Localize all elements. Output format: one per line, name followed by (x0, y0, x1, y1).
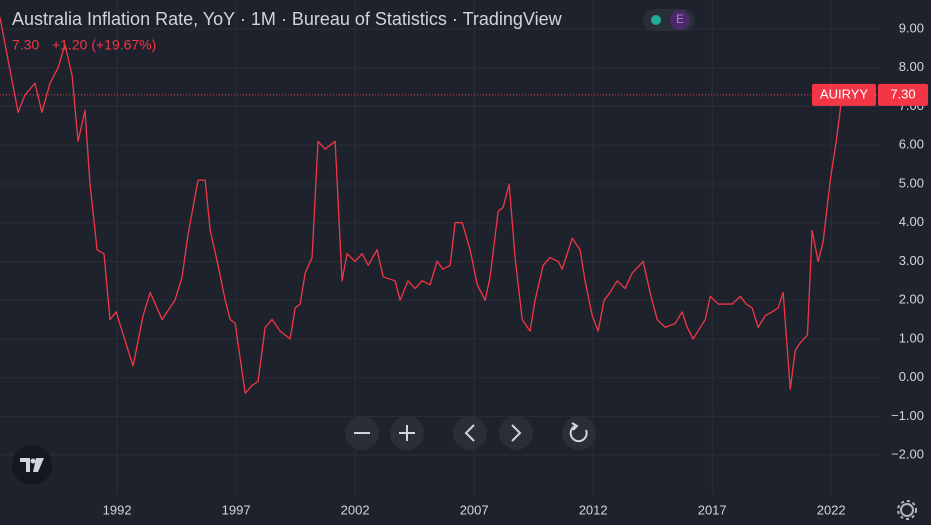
x-tick-label: 2012 (579, 502, 608, 517)
y-tick-label: 8.00 (899, 59, 924, 74)
x-tick-label: 2017 (698, 502, 727, 517)
icon (399, 425, 415, 441)
scroll-right-button[interactable] (499, 416, 533, 450)
y-tick-label: 3.00 (899, 253, 924, 268)
icon (571, 422, 579, 431)
icon (511, 424, 522, 442)
y-tick-label: 2.00 (899, 292, 924, 307)
x-tick-label: 2002 (341, 502, 370, 517)
icon (569, 425, 588, 443)
scroll-left-button[interactable] (453, 416, 487, 450)
status-badge: E (643, 9, 695, 31)
logo-mark (20, 458, 44, 472)
last-value-badge (878, 83, 928, 106)
y-tick-label: 1.00 (899, 330, 924, 345)
toolbar (345, 416, 596, 450)
plot (0, 17, 880, 394)
icon (900, 503, 914, 517)
change: +1.20 (+19.67%) (52, 37, 156, 53)
y-tick-label: −1.00 (891, 408, 924, 423)
settings-button[interactable] (897, 500, 917, 520)
y-tick-label: 4.00 (899, 214, 924, 229)
y-tick-label: 9.00 (899, 20, 924, 35)
zoom-in-button[interactable] (390, 416, 424, 450)
y-tick-label: −2.00 (891, 447, 924, 462)
reset-button[interactable] (562, 416, 596, 450)
y-tick-label: 0.00 (899, 369, 924, 384)
y-tick-label: 6.00 (899, 137, 924, 152)
grid (0, 0, 880, 495)
logo-bg (12, 445, 52, 485)
button-bg (499, 416, 533, 450)
line (0, 17, 843, 394)
status-dot (651, 15, 661, 25)
zoom-out-button[interactable] (345, 416, 379, 450)
y-tick-label: 5.00 (899, 175, 924, 190)
symbol-label-bg (812, 83, 876, 106)
badge-circle (670, 10, 690, 30)
symbol-label: AUIRYY (820, 86, 868, 101)
icon (897, 500, 917, 520)
x-tick-label: 2007 (460, 502, 489, 517)
x-tick-label: 1992 (103, 502, 132, 517)
badge-letter: E (676, 12, 684, 26)
logo-dot (30, 458, 36, 464)
axes: 9.008.007.006.005.004.003.002.001.000.00… (103, 20, 928, 517)
icon (464, 424, 475, 442)
logo[interactable] (12, 445, 52, 485)
x-tick-label: 2022 (817, 502, 846, 517)
button-bg (453, 416, 487, 450)
last-value-badge-label: 7.30 (890, 86, 915, 101)
last-value: 7.30 (12, 37, 39, 53)
button-bg (562, 416, 596, 450)
x-tick-label: 1997 (222, 502, 251, 517)
chart-title: Australia Inflation Rate, YoY · 1M · Bur… (12, 9, 563, 29)
